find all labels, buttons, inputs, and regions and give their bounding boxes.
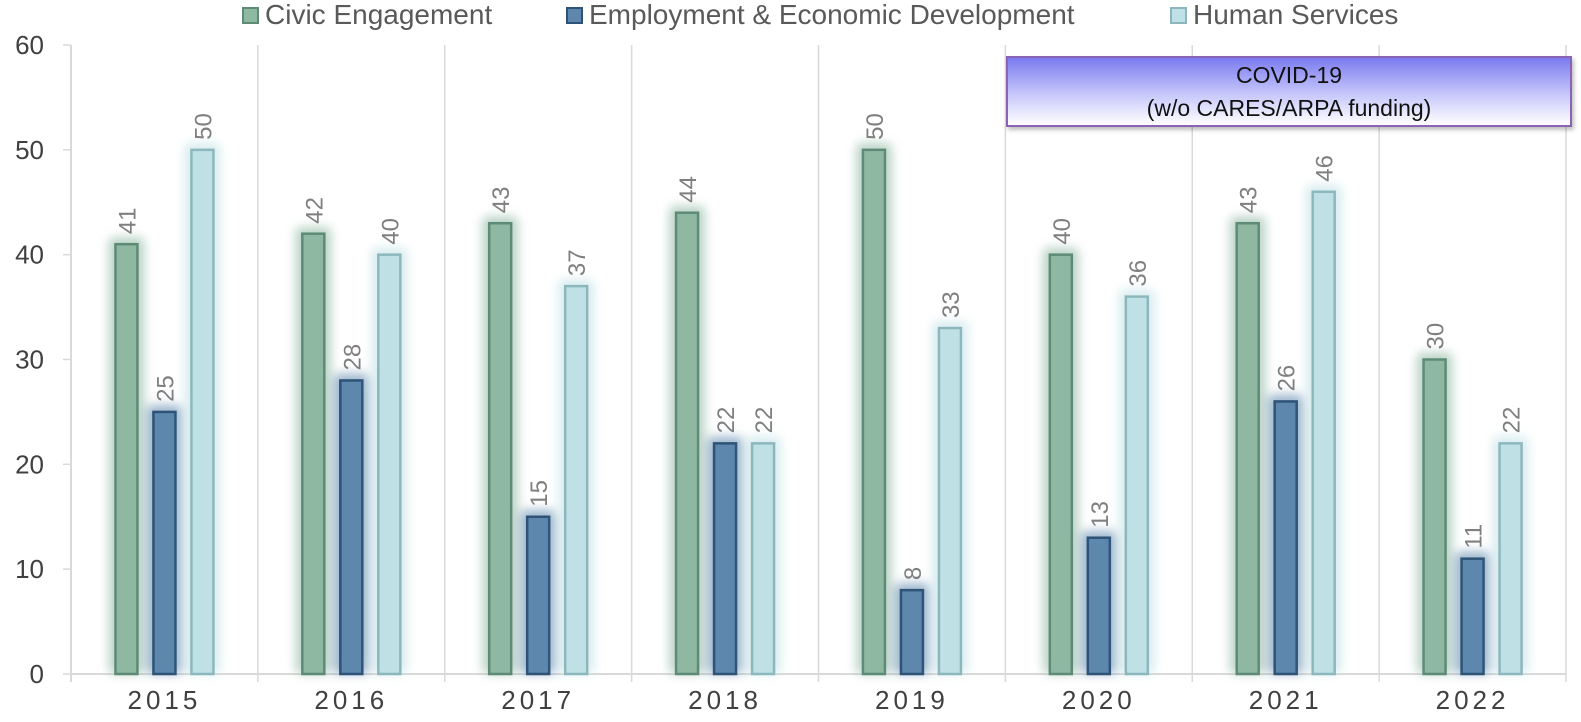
data-label: 42	[301, 197, 328, 224]
legend-item-employment: Employment & Economic Development	[566, 0, 1075, 30]
bar	[1086, 536, 1112, 676]
bar	[712, 442, 738, 676]
grid-layer	[70, 45, 1567, 682]
x-tick-label: 2016	[314, 685, 388, 715]
data-label: 30	[1423, 323, 1450, 350]
bar	[1498, 442, 1523, 676]
data-label: 50	[862, 113, 889, 140]
data-label: 40	[377, 218, 404, 245]
bar	[377, 253, 402, 676]
data-label: 36	[1125, 260, 1152, 287]
bar	[487, 221, 513, 676]
x-tick-label: 2015	[128, 685, 202, 715]
legend-label-human-services: Human Services	[1193, 0, 1399, 30]
bars-layer	[108, 142, 1529, 676]
data-labels-layer: 41 42 43 44 50 40 43 30 25 28 15 22 8 13 26 11 50 40 37 22 3…	[114, 113, 1525, 580]
bar	[1273, 400, 1298, 676]
y-tick-label: 0	[30, 659, 44, 689]
legend-label-employment: Employment & Economic Development	[589, 0, 1075, 30]
data-label: 15	[526, 480, 553, 507]
bar	[1422, 358, 1447, 676]
data-label: 50	[190, 113, 217, 140]
legend-item-human-services: Human Services	[1170, 0, 1398, 30]
data-label: 41	[114, 207, 141, 234]
data-label: 13	[1087, 501, 1114, 528]
data-label: 22	[751, 407, 778, 434]
data-label: 11	[1461, 524, 1488, 549]
legend-swatch-civic-engagement	[242, 6, 259, 24]
data-label: 43	[1236, 187, 1263, 214]
x-tick-label: 2021	[1249, 685, 1323, 715]
data-label: 26	[1274, 365, 1301, 392]
data-label: 22	[1499, 407, 1526, 434]
legend-item-civic-engagement: Civic Engagement	[242, 0, 492, 30]
bar	[1460, 557, 1485, 676]
bar	[1124, 295, 1150, 676]
data-label: 28	[339, 344, 366, 371]
y-tick-label: 50	[15, 135, 44, 165]
y-tick-label: 10	[15, 554, 44, 584]
covid-annotation-title: COVID-19	[1235, 61, 1343, 88]
bar	[674, 211, 700, 676]
x-tick-label: 2018	[688, 685, 762, 715]
y-tick-label: 40	[15, 240, 44, 270]
x-tick-label: 2020	[1062, 685, 1136, 715]
bar	[339, 379, 364, 676]
legend-swatch-employment	[566, 6, 583, 24]
bar	[152, 410, 177, 676]
y-tick-label: 20	[15, 449, 44, 479]
covid-annotation: COVID-19 (w/o CARES/ARPA funding)	[1006, 56, 1572, 127]
data-label: 25	[152, 375, 179, 402]
bar	[1235, 221, 1260, 676]
bar	[1311, 190, 1336, 676]
y-tick-label: 30	[15, 345, 44, 375]
bar	[114, 242, 139, 676]
data-label: 37	[564, 249, 591, 276]
bar	[937, 326, 963, 676]
bar	[861, 148, 887, 676]
data-label: 40	[1049, 218, 1076, 245]
bar	[750, 442, 776, 676]
data-label: 8	[900, 567, 927, 580]
x-tick-label: 2019	[875, 685, 949, 715]
data-label: 22	[713, 407, 740, 434]
legend-label-civic-engagement: Civic Engagement	[265, 0, 493, 30]
data-label: 46	[1312, 155, 1339, 182]
bar	[301, 232, 326, 676]
legend-swatch-human-services	[1170, 6, 1187, 24]
covid-annotation-subtitle: (w/o CARES/ARPA funding)	[1146, 94, 1432, 121]
x-tick-label: 2017	[501, 685, 575, 715]
bar	[190, 148, 215, 676]
y-tick-label: 60	[15, 30, 44, 60]
bar	[899, 588, 925, 676]
x-tick-label: 2022	[1436, 685, 1510, 715]
bar	[563, 284, 589, 676]
bar	[1048, 253, 1074, 676]
data-label: 33	[938, 291, 965, 318]
x-axis: 2015 2016 2017 2018 2019 2020 2021 2022	[128, 685, 1510, 715]
bar	[525, 515, 551, 676]
data-label: 43	[488, 187, 515, 214]
y-axis: 0 10 20 30 40 50 60	[15, 30, 71, 689]
data-label: 44	[675, 176, 702, 203]
legend: Civic Engagement Employment & Economic D…	[0, 0, 1581, 30]
